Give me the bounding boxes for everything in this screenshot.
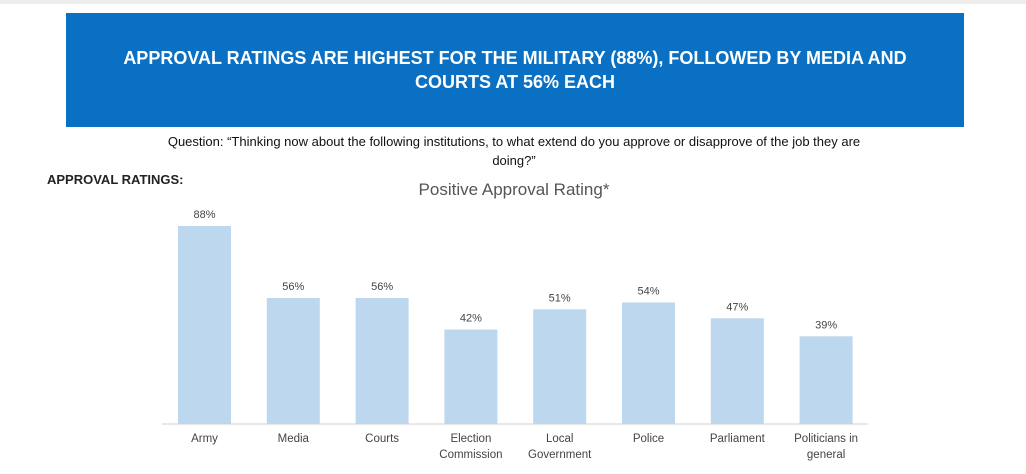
category-label: Police xyxy=(633,433,664,445)
category-label: Commission xyxy=(439,449,502,461)
category-label: Election xyxy=(450,433,491,445)
category-label: Courts xyxy=(365,433,399,445)
banner-title: APPROVAL RATINGS ARE HIGHEST FOR THE MIL… xyxy=(123,48,907,92)
data-label: 47% xyxy=(726,301,748,313)
data-label: 42% xyxy=(460,313,482,325)
bar xyxy=(444,329,498,424)
category-label: Media xyxy=(278,433,310,445)
data-label: 39% xyxy=(815,319,837,331)
data-label: 54% xyxy=(637,286,659,298)
data-label: 88% xyxy=(193,209,215,221)
category-label: Parliament xyxy=(710,433,766,445)
bar xyxy=(266,298,320,424)
bars-layer: 88% Army 56% Media 56% Courts 42% Election Commi… xyxy=(178,209,858,461)
data-label: 56% xyxy=(282,281,304,293)
top-rule xyxy=(0,0,1026,4)
bar xyxy=(622,302,675,424)
data-label: 51% xyxy=(549,292,571,304)
category-label: Government xyxy=(528,449,592,461)
category-label: general xyxy=(807,449,845,461)
category-label: Local xyxy=(546,433,574,445)
survey-question: Question: “Thinking now about the follow… xyxy=(167,134,861,168)
category-label: Army xyxy=(191,433,218,445)
category-label: Politicians in xyxy=(794,433,858,445)
bar xyxy=(799,336,853,425)
chart-title: Positive Approval Rating* xyxy=(419,180,610,199)
section-label: APPROVAL RATINGS: xyxy=(47,172,184,187)
bar xyxy=(178,226,231,424)
data-label: 56% xyxy=(371,281,393,293)
bar xyxy=(355,298,409,424)
title-banner: APPROVAL RATINGS ARE HIGHEST FOR THE MIL… xyxy=(66,13,964,127)
bar xyxy=(533,309,587,425)
bar xyxy=(710,318,764,425)
